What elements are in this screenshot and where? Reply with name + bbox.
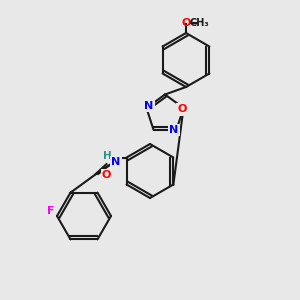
Text: H: H (103, 151, 112, 161)
Text: CH₃: CH₃ (190, 17, 209, 28)
Text: O: O (181, 17, 191, 28)
Text: F: F (47, 206, 55, 217)
Text: N: N (144, 100, 154, 111)
Text: O: O (177, 104, 187, 115)
Text: N: N (112, 157, 121, 167)
Text: O: O (102, 170, 111, 180)
Text: N: N (169, 125, 179, 135)
